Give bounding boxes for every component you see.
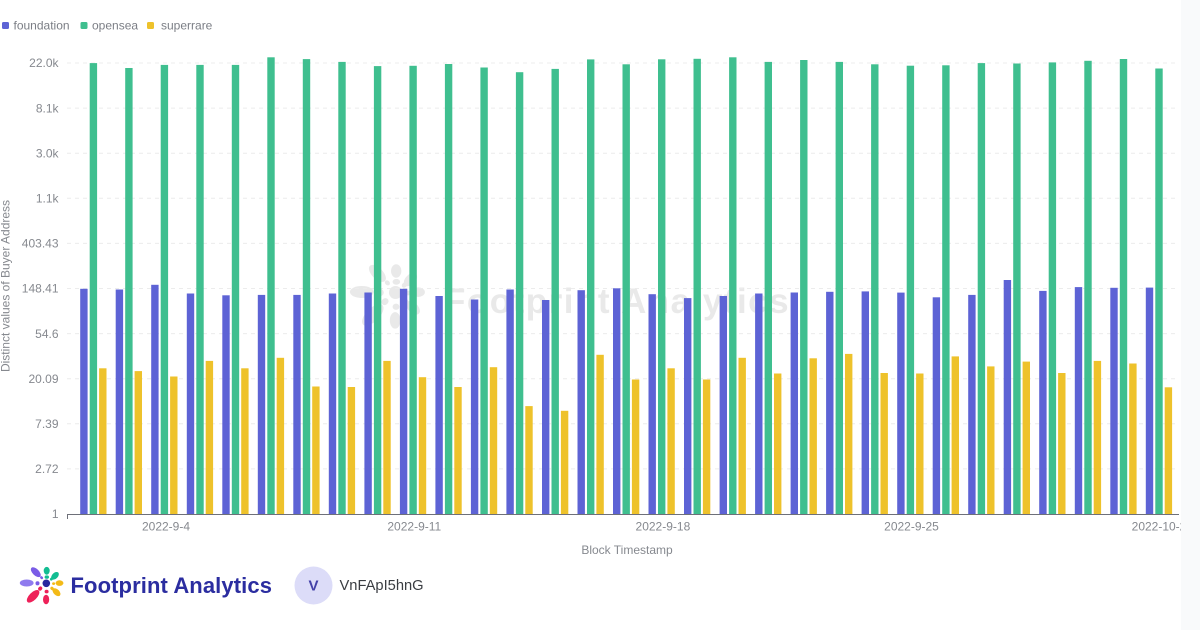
svg-text:54.6: 54.6 (35, 327, 59, 341)
svg-text:superrare: superrare (161, 19, 213, 33)
svg-text:2022-9-4: 2022-9-4 (142, 520, 190, 534)
svg-text:V: V (308, 578, 318, 595)
svg-text:2022-9-25: 2022-9-25 (884, 520, 939, 534)
svg-text:foundation: foundation (14, 19, 70, 33)
svg-text:Distinct values of Buyer Addre: Distinct values of Buyer Address (0, 200, 13, 372)
svg-text:20.09: 20.09 (28, 372, 58, 386)
svg-text:2022-9-11: 2022-9-11 (387, 520, 441, 534)
svg-text:Block Timestamp: Block Timestamp (581, 543, 673, 557)
svg-text:3.0k: 3.0k (36, 146, 60, 160)
svg-text:2.72: 2.72 (35, 462, 59, 476)
svg-text:7.39: 7.39 (35, 417, 59, 431)
svg-text:22.0k: 22.0k (29, 56, 59, 70)
svg-text:148.41: 148.41 (22, 282, 59, 296)
svg-text:2022-10-2: 2022-10-2 (1132, 520, 1181, 534)
svg-text:Footprint Analytics: Footprint Analytics (71, 573, 273, 598)
svg-text:VnFApI5hnG: VnFApI5hnG (340, 578, 424, 594)
svg-text:2022-9-18: 2022-9-18 (636, 520, 691, 534)
svg-text:403.43: 403.43 (22, 237, 59, 251)
svg-text:1: 1 (52, 507, 59, 521)
svg-text:1.1k: 1.1k (36, 192, 60, 206)
svg-text:8.1k: 8.1k (36, 101, 60, 115)
svg-text:opensea: opensea (92, 19, 138, 33)
